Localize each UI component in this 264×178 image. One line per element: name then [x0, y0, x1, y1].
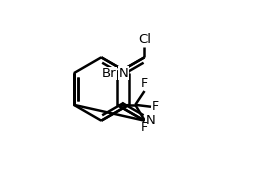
Text: Cl: Cl [138, 33, 151, 46]
Text: F: F [141, 77, 148, 90]
Text: N: N [119, 67, 128, 80]
Text: F: F [141, 121, 148, 134]
Text: F: F [152, 100, 159, 113]
Text: N: N [146, 114, 156, 127]
Text: Br: Br [102, 67, 117, 80]
